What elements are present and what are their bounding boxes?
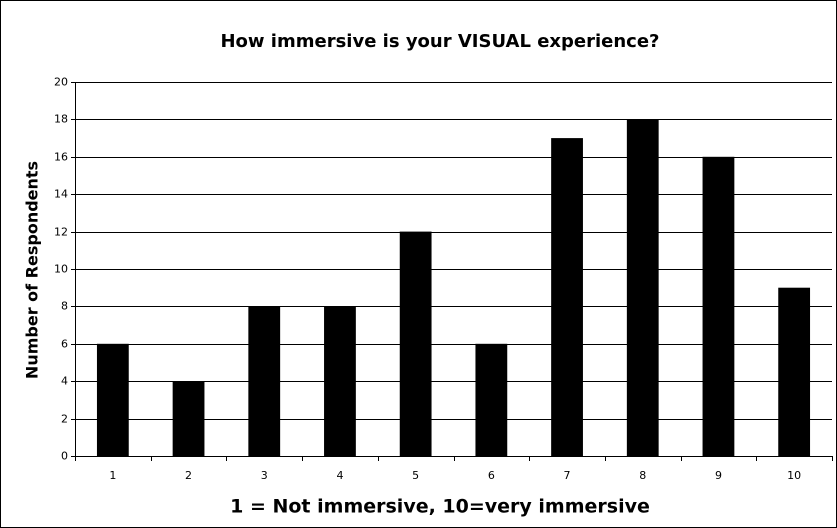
- x-tick-label: 2: [185, 469, 192, 482]
- bar: [702, 156, 735, 457]
- x-tick-label: 8: [639, 469, 646, 482]
- y-tick-label: 6: [61, 338, 68, 351]
- y-tick-label: 2: [61, 413, 68, 426]
- y-tick-label: 0: [61, 450, 68, 463]
- bar: [626, 119, 659, 457]
- bar: [96, 343, 129, 456]
- y-tick-label: 8: [61, 300, 68, 313]
- y-tick-label: 4: [61, 375, 68, 388]
- y-tick-label: 12: [54, 226, 68, 239]
- y-tick-label: 14: [54, 188, 68, 201]
- x-tick-label: 9: [715, 469, 722, 482]
- y-tick-label: 10: [54, 263, 68, 276]
- y-axis-label: Number of Respondents: [23, 161, 42, 379]
- bar: [324, 306, 356, 456]
- x-tick-label: 1: [109, 469, 116, 482]
- y-tick-label: 16: [54, 151, 68, 164]
- x-tick-label: 6: [488, 469, 495, 482]
- bar: [399, 231, 432, 456]
- x-tick-label: 3: [261, 469, 268, 482]
- y-tick-label: 18: [54, 113, 68, 126]
- bar: [551, 138, 583, 456]
- x-tick-label: 10: [787, 469, 801, 482]
- x-tick-label: 7: [564, 469, 571, 482]
- x-tick-label: 4: [336, 469, 343, 482]
- chart-title: How immersive is your VISUAL experience?: [220, 31, 659, 52]
- bar: [172, 381, 205, 456]
- bar: [475, 343, 508, 456]
- bar: [248, 306, 281, 456]
- x-tick-label: 5: [412, 469, 419, 482]
- bar: [778, 287, 811, 456]
- y-tick-label: 20: [54, 76, 68, 89]
- x-axis-label: 1 = Not immersive, 10=very immersive: [230, 496, 650, 518]
